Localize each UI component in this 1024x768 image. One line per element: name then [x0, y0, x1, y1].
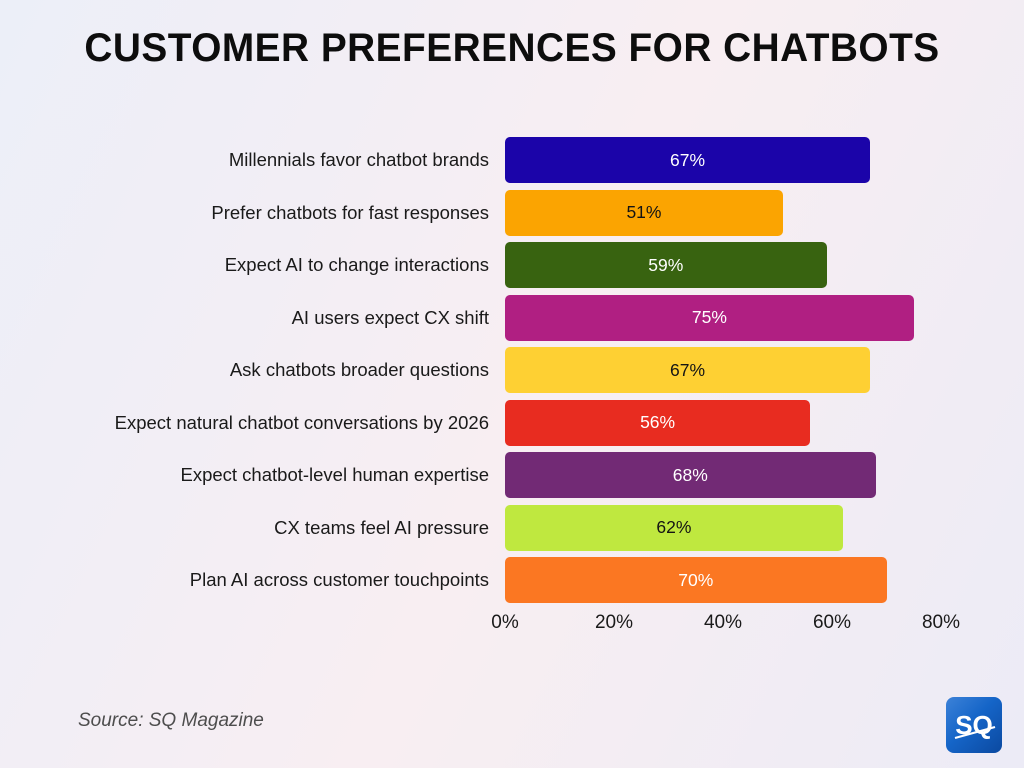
- bar-value-label: 56%: [640, 412, 676, 433]
- chart-row: Prefer chatbots for fast responses 51%: [0, 187, 1024, 240]
- sq-logo-text: SQ: [955, 710, 993, 740]
- bar-track: 68%: [505, 452, 941, 499]
- chart-row: Expect natural chatbot conversations by …: [0, 397, 1024, 450]
- category-label: Plan AI across customer touchpoints: [189, 569, 489, 591]
- chart-row: Millennials favor chatbot brands 67%: [0, 134, 1024, 187]
- chart-row: Plan AI across customer touchpoints 70%: [0, 554, 1024, 607]
- x-axis-tick-label: 0%: [491, 612, 519, 633]
- bar-track: 56%: [505, 399, 941, 446]
- bar: 56%: [505, 399, 811, 446]
- bar: 51%: [505, 189, 783, 236]
- x-axis-tick-label: 60%: [812, 612, 852, 633]
- bar: 62%: [505, 504, 843, 551]
- bar-track: 70%: [505, 557, 941, 604]
- category-label: Expect AI to change interactions: [224, 254, 489, 276]
- bar-value-label: 62%: [656, 517, 692, 538]
- x-axis-tick-label: 40%: [703, 612, 743, 633]
- bar-value-label: 68%: [672, 464, 708, 485]
- bar-track: 59%: [505, 242, 941, 289]
- bar-value-label: 67%: [670, 359, 706, 380]
- category-label: Expect natural chatbot conversations by …: [114, 411, 489, 433]
- bar-track: 51%: [505, 189, 941, 236]
- bar: 67%: [505, 347, 871, 394]
- bar-value-label: 51%: [626, 202, 662, 223]
- bar: 59%: [505, 242, 827, 289]
- bar-value-label: 59%: [648, 254, 684, 275]
- bar: 68%: [505, 452, 876, 499]
- source-credit: Source: SQ Magazine: [78, 710, 264, 731]
- bar: 70%: [505, 557, 887, 604]
- category-label: Ask chatbots broader questions: [229, 359, 489, 381]
- chart-title: CUSTOMER PREFERENCES FOR CHATBOTS: [84, 26, 940, 70]
- category-label: CX teams feel AI pressure: [274, 516, 489, 538]
- x-axis: 0% 20% 40% 60% 80%: [491, 610, 960, 640]
- x-axis-tick-label: 20%: [594, 612, 634, 633]
- sq-logo-slash: [954, 725, 996, 740]
- bar-value-label: 67%: [670, 149, 706, 170]
- bar-track: 75%: [505, 294, 941, 341]
- bar-track: 67%: [505, 137, 941, 184]
- chart-row: Expect chatbot-level human expertise 68%: [0, 449, 1024, 502]
- bar-track: 67%: [505, 347, 941, 394]
- sq-logo-icon: SQ: [954, 710, 996, 740]
- bar-value-label: 75%: [691, 307, 727, 328]
- bar-track: 62%: [505, 504, 941, 551]
- chart-row: CX teams feel AI pressure 62%: [0, 502, 1024, 555]
- category-label: AI users expect CX shift: [291, 306, 489, 328]
- bar: 67%: [505, 137, 871, 184]
- category-label: Prefer chatbots for fast responses: [211, 201, 489, 223]
- chart-row: AI users expect CX shift 75%: [0, 292, 1024, 345]
- bar: 75%: [505, 294, 914, 341]
- chart-row: Expect AI to change interactions 59%: [0, 239, 1024, 292]
- x-axis-tick-label: 80%: [921, 612, 961, 633]
- category-label: Millennials favor chatbot brands: [228, 149, 489, 171]
- sq-magazine-logo: SQ: [946, 697, 1002, 753]
- bar-value-label: 70%: [678, 569, 714, 590]
- category-label: Expect chatbot-level human expertise: [180, 464, 489, 486]
- bar-chart: Millennials favor chatbot brands 67% Prefe…: [0, 134, 1024, 607]
- chart-row: Ask chatbots broader questions 67%: [0, 344, 1024, 397]
